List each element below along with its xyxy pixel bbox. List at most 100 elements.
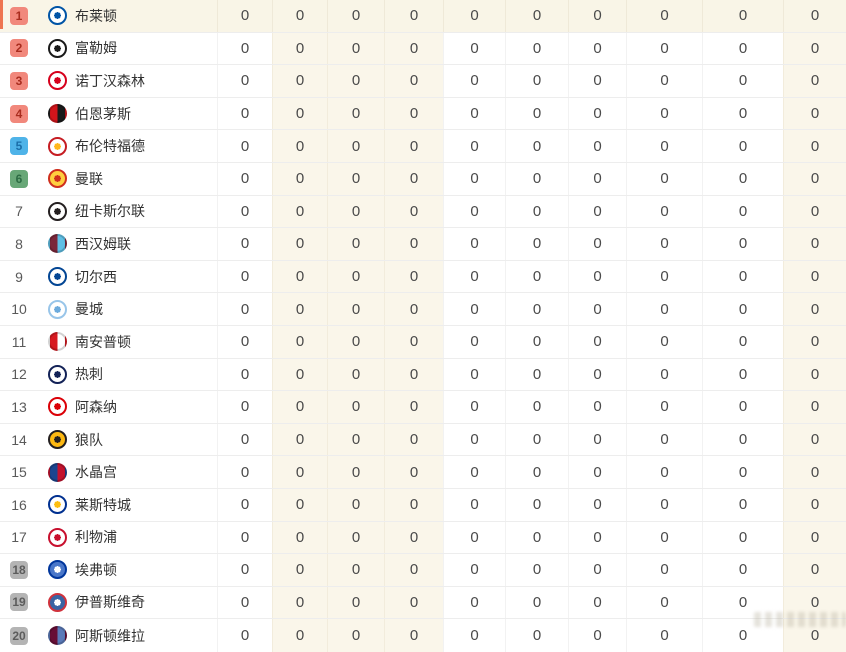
rank-badge: 5 — [10, 137, 28, 156]
stat-cell: 0 — [702, 325, 783, 358]
stat-cell: 0 — [217, 65, 272, 97]
team-cell: 莱斯特城 — [38, 495, 217, 515]
stat-cell: 0 — [505, 195, 568, 228]
stat-cell: 0 — [702, 358, 783, 391]
stat-cell: 0 — [626, 391, 702, 423]
stat-cell: 0 — [443, 162, 505, 195]
stat-cell: 0 — [384, 488, 443, 521]
stat-cell: 0 — [384, 130, 443, 162]
stat-cell: 0 — [568, 554, 626, 586]
rank-badge: 12 — [11, 366, 27, 383]
stat-cell: 0 — [327, 130, 384, 162]
stat-cell: 0 — [272, 65, 327, 97]
stat-cell: 0 — [702, 391, 783, 423]
stat-cell: 0 — [272, 293, 327, 325]
rank-badge: 14 — [11, 431, 27, 448]
stat-cell: 0 — [327, 195, 384, 228]
rank-cell: 16 — [0, 496, 38, 514]
stat-cell: 0 — [217, 456, 272, 488]
stat-cell: 0 — [384, 162, 443, 195]
stat-cell: 0 — [384, 456, 443, 488]
stat-cell: 0 — [505, 97, 568, 130]
stat-cell: 0 — [568, 0, 626, 32]
stat-cell: 0 — [702, 260, 783, 293]
team-logo-icon — [48, 299, 67, 319]
stat-cell: 0 — [568, 488, 626, 521]
stat-cell: 0 — [272, 521, 327, 554]
stat-cell: 0 — [505, 130, 568, 162]
stat-cell: 0 — [702, 228, 783, 260]
team-logo-icon — [48, 104, 67, 124]
stat-cell: 0 — [568, 521, 626, 554]
stat-cell: 0 — [272, 358, 327, 391]
stat-cell: 0 — [327, 391, 384, 423]
rank-cell: 2 — [0, 39, 38, 58]
stat-cell: 0 — [272, 391, 327, 423]
rank-cell: 11 — [0, 333, 38, 351]
team-cell: 热刺 — [38, 364, 217, 384]
rank-cell: 13 — [0, 398, 38, 416]
stat-cell: 0 — [505, 325, 568, 358]
team-logo-icon — [48, 495, 67, 515]
team-name: 富勒姆 — [75, 40, 117, 57]
rank-badge: 19 — [10, 593, 28, 612]
stat-cell: 0 — [327, 162, 384, 195]
team-name: 纽卡斯尔联 — [75, 203, 145, 220]
stat-cell: 0 — [505, 228, 568, 260]
stat-cell: 0 — [568, 325, 626, 358]
stat-cell: 0 — [384, 260, 443, 293]
stat-cell: 0 — [702, 130, 783, 162]
stat-cell: 0 — [783, 521, 846, 554]
rank-cell: 4 — [0, 104, 38, 123]
stat-cell: 0 — [505, 554, 568, 586]
team-cell: 西汉姆联 — [38, 234, 217, 254]
rank-badge: 3 — [10, 71, 28, 90]
rank-cell: 12 — [0, 365, 38, 383]
team-name: 利物浦 — [75, 529, 117, 546]
rank-cell: 8 — [0, 235, 38, 253]
stat-cell: 0 — [272, 456, 327, 488]
team-name: 曼城 — [75, 301, 103, 318]
team-cell: 纽卡斯尔联 — [38, 201, 217, 221]
stat-cell: 0 — [505, 423, 568, 456]
stat-cell: 0 — [327, 260, 384, 293]
team-cell: 南安普顿 — [38, 332, 217, 352]
stat-cell: 0 — [702, 619, 783, 652]
stat-cell: 0 — [384, 228, 443, 260]
stat-cell: 0 — [443, 554, 505, 586]
rank-badge: 18 — [10, 560, 28, 579]
stat-cell: 0 — [702, 456, 783, 488]
stat-cell: 0 — [272, 195, 327, 228]
stat-cell: 0 — [272, 162, 327, 195]
stat-cell: 0 — [272, 488, 327, 521]
stat-cell: 0 — [702, 293, 783, 325]
stat-cell: 0 — [702, 488, 783, 521]
stat-cell: 0 — [327, 358, 384, 391]
stat-cell: 0 — [217, 162, 272, 195]
stat-cell: 0 — [568, 130, 626, 162]
